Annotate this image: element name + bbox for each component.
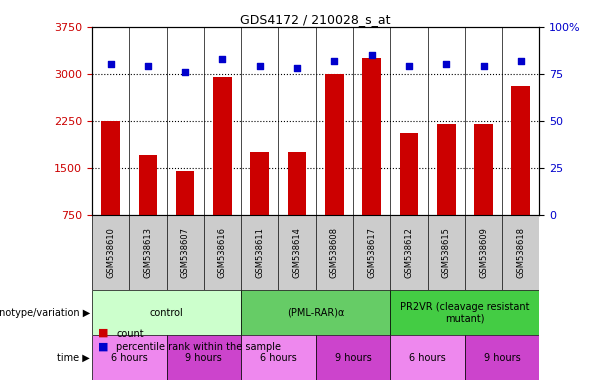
Text: count: count bbox=[116, 329, 144, 339]
Text: (PML-RAR)α: (PML-RAR)α bbox=[287, 308, 345, 318]
Text: ■: ■ bbox=[98, 341, 109, 351]
Point bbox=[329, 58, 339, 64]
Bar bbox=[176, 171, 194, 262]
Text: 9 hours: 9 hours bbox=[484, 353, 520, 362]
Bar bbox=[316, 335, 390, 380]
Bar bbox=[287, 152, 306, 262]
Bar bbox=[139, 155, 157, 262]
Bar bbox=[241, 290, 390, 335]
Text: GSM538611: GSM538611 bbox=[255, 227, 264, 278]
Point bbox=[180, 69, 190, 75]
Bar bbox=[362, 58, 381, 262]
Bar bbox=[437, 124, 455, 262]
Bar bbox=[251, 152, 269, 262]
Point bbox=[441, 61, 451, 68]
Text: GSM538610: GSM538610 bbox=[106, 227, 115, 278]
Point bbox=[367, 52, 376, 58]
Bar bbox=[474, 124, 493, 262]
Bar bbox=[101, 121, 120, 262]
Text: time ▶: time ▶ bbox=[58, 353, 90, 362]
Text: PR2VR (cleavage resistant
mutant): PR2VR (cleavage resistant mutant) bbox=[400, 302, 530, 323]
Text: GSM538614: GSM538614 bbox=[292, 227, 302, 278]
Bar bbox=[92, 290, 241, 335]
Point bbox=[292, 65, 302, 71]
Text: GSM538617: GSM538617 bbox=[367, 227, 376, 278]
Point bbox=[105, 61, 115, 68]
Text: percentile rank within the sample: percentile rank within the sample bbox=[116, 342, 281, 352]
Title: GDS4172 / 210028_s_at: GDS4172 / 210028_s_at bbox=[240, 13, 391, 26]
Text: 6 hours: 6 hours bbox=[260, 353, 297, 362]
Bar bbox=[511, 86, 530, 262]
Point bbox=[404, 63, 414, 70]
Point bbox=[218, 56, 227, 62]
Text: GSM538607: GSM538607 bbox=[181, 227, 189, 278]
Bar bbox=[390, 335, 465, 380]
Point bbox=[479, 63, 489, 70]
Text: 6 hours: 6 hours bbox=[409, 353, 446, 362]
Bar bbox=[390, 290, 539, 335]
Text: GSM538608: GSM538608 bbox=[330, 227, 339, 278]
Point bbox=[143, 63, 153, 70]
Bar bbox=[465, 335, 539, 380]
Text: 6 hours: 6 hours bbox=[111, 353, 148, 362]
Bar bbox=[92, 335, 167, 380]
Text: control: control bbox=[150, 308, 183, 318]
Text: 9 hours: 9 hours bbox=[335, 353, 371, 362]
Bar bbox=[241, 335, 316, 380]
Text: GSM538612: GSM538612 bbox=[405, 227, 413, 278]
Bar bbox=[167, 335, 241, 380]
Text: GSM538613: GSM538613 bbox=[143, 227, 153, 278]
Text: GSM538618: GSM538618 bbox=[516, 227, 525, 278]
Point bbox=[516, 58, 526, 64]
Text: GSM538609: GSM538609 bbox=[479, 227, 488, 278]
Bar bbox=[325, 74, 344, 262]
Text: GSM538615: GSM538615 bbox=[442, 227, 451, 278]
Text: 9 hours: 9 hours bbox=[186, 353, 222, 362]
Text: genotype/variation ▶: genotype/variation ▶ bbox=[0, 308, 90, 318]
Point bbox=[255, 63, 265, 70]
Text: GSM538616: GSM538616 bbox=[218, 227, 227, 278]
Text: ■: ■ bbox=[98, 328, 109, 338]
Bar bbox=[213, 77, 232, 262]
Bar bbox=[400, 133, 418, 262]
